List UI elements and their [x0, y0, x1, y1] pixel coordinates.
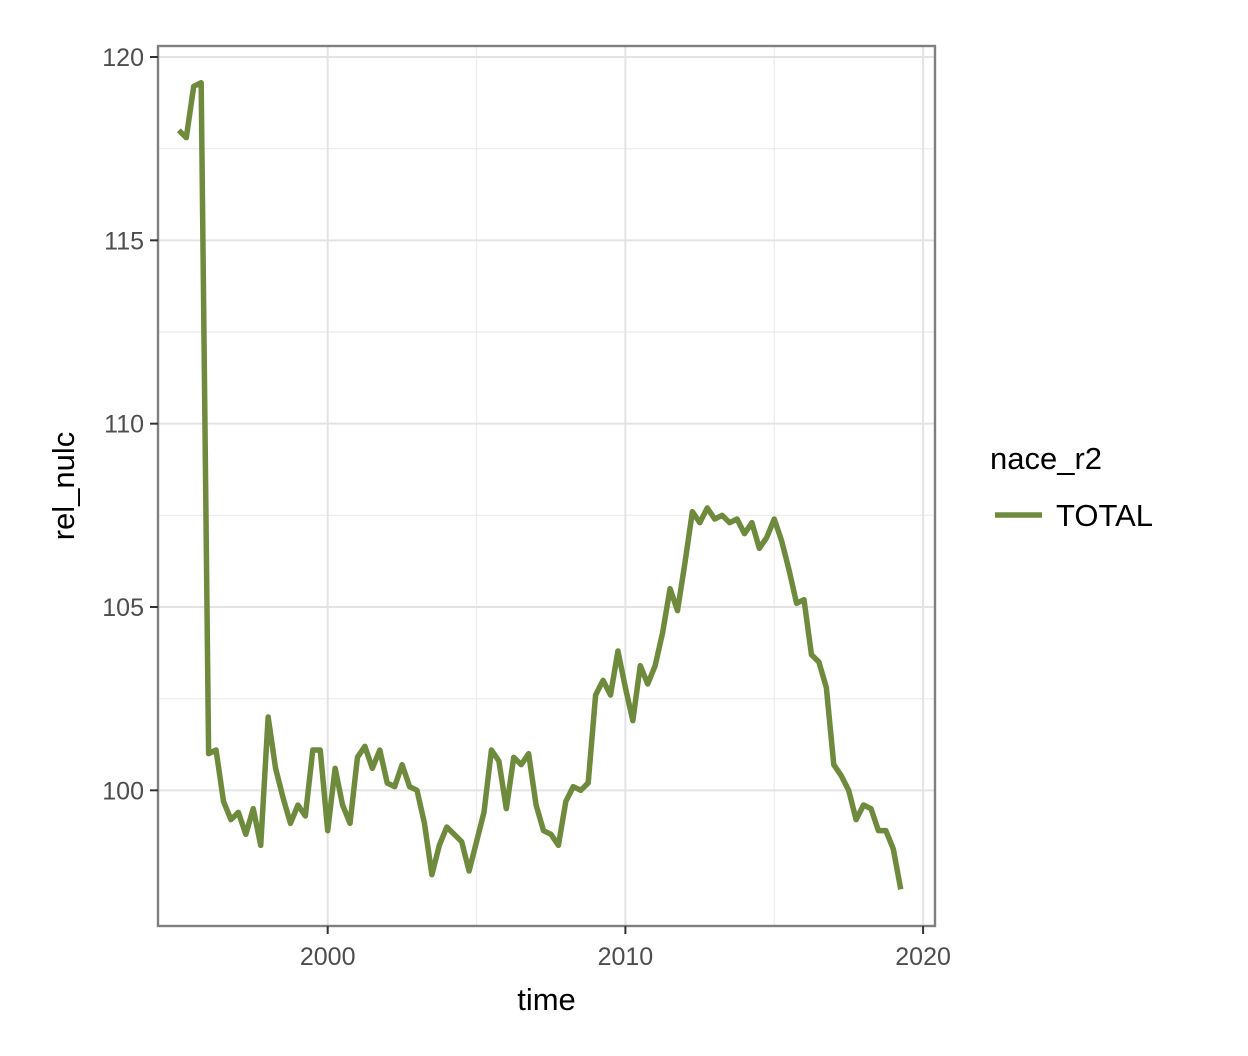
legend: nace_r2 TOTAL [990, 441, 1153, 533]
panel-border [156, 44, 937, 928]
y-tick-label: 115 [104, 227, 144, 255]
series-layer [176, 79, 904, 890]
x-tick-label: 2000 [300, 943, 356, 971]
series-line-total [176, 79, 904, 890]
y-tick-label: 110 [104, 411, 144, 439]
x-tick-label: 2020 [895, 943, 951, 971]
legend-title: nace_r2 [990, 441, 1102, 476]
plot-panel [158, 46, 935, 926]
y-tick-label: 105 [102, 594, 144, 622]
x-tick-label: 2010 [598, 943, 654, 971]
y-tick-label: 100 [102, 777, 144, 805]
grid [158, 46, 935, 926]
x-axis-title: time [517, 982, 576, 1017]
legend-label-total: TOTAL [1056, 498, 1153, 533]
y-tick-label: 120 [102, 44, 144, 72]
axes: 100 105 110 115 120 2000 2010 2020 [102, 44, 951, 971]
y-axis-title: rel_nulc [46, 432, 81, 541]
